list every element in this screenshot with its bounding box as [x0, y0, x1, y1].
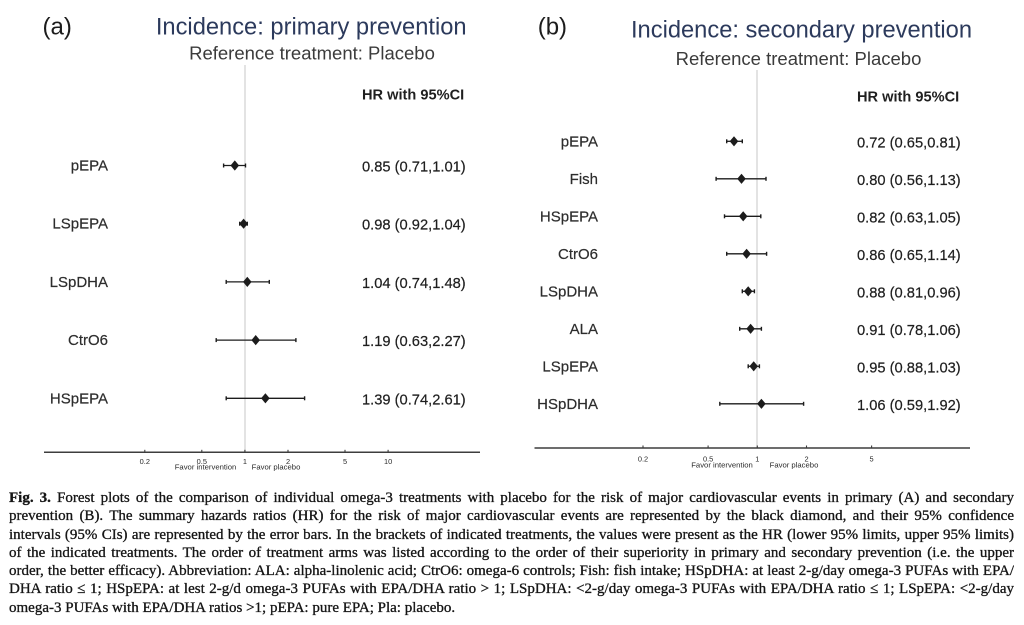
svg-text:0.98 (0.92,1.04): 0.98 (0.92,1.04) [362, 218, 466, 234]
svg-text:LSpDHA: LSpDHA [540, 283, 598, 300]
svg-text:CtrO6: CtrO6 [558, 246, 598, 263]
svg-text:0.91 (0.78,1.06): 0.91 (0.78,1.06) [857, 323, 961, 339]
svg-text:(a): (a) [43, 14, 72, 41]
svg-text:0.88 (0.81,0.96): 0.88 (0.81,0.96) [857, 285, 961, 301]
svg-text:10: 10 [384, 457, 392, 466]
svg-text:HR with 95%CI: HR with 95%CI [362, 87, 464, 103]
svg-text:0.80 (0.56,1.13): 0.80 (0.56,1.13) [857, 173, 961, 189]
svg-text:1: 1 [755, 455, 759, 464]
svg-text:0.86 (0.65,1.14): 0.86 (0.65,1.14) [857, 248, 961, 264]
svg-text:HSpEPA: HSpEPA [540, 208, 598, 225]
svg-text:LSpEPA: LSpEPA [542, 358, 598, 375]
svg-text:Reference treatment: Placebo: Reference treatment: Placebo [676, 48, 922, 69]
svg-text:HSpDHA: HSpDHA [537, 396, 598, 413]
svg-text:LSpDHA: LSpDHA [50, 274, 108, 291]
svg-text:0.95 (0.88,1.03): 0.95 (0.88,1.03) [857, 360, 961, 376]
svg-text:1.06 (0.59,1.92): 1.06 (0.59,1.92) [857, 398, 961, 414]
svg-text:0.72 (0.65,0.81): 0.72 (0.65,0.81) [857, 135, 961, 151]
svg-text:Favor placebo: Favor placebo [770, 460, 819, 469]
svg-text:Incidence: primary prevention: Incidence: primary prevention [156, 14, 467, 40]
svg-text:1.04 (0.74,1.48): 1.04 (0.74,1.48) [362, 276, 466, 292]
svg-text:0.85 (0.71,1.01): 0.85 (0.71,1.01) [362, 160, 466, 176]
svg-text:Favor placebo: Favor placebo [252, 463, 301, 472]
svg-text:ALA: ALA [570, 321, 598, 338]
svg-text:5: 5 [343, 457, 347, 466]
svg-text:0.2: 0.2 [638, 455, 648, 464]
svg-text:LSpEPA: LSpEPA [52, 216, 108, 233]
svg-text:Favor intervention: Favor intervention [175, 463, 237, 472]
svg-text:0.5: 0.5 [197, 457, 207, 466]
svg-text:Incidence: secondary preventio: Incidence: secondary prevention [631, 17, 972, 43]
svg-text:Favor intervention: Favor intervention [691, 460, 753, 469]
svg-text:pEPA: pEPA [561, 133, 598, 150]
svg-text:(b): (b) [538, 13, 567, 40]
svg-text:1.19 (0.63,2.27): 1.19 (0.63,2.27) [362, 334, 466, 350]
svg-text:2: 2 [804, 455, 808, 464]
svg-text:5: 5 [870, 455, 874, 464]
svg-text:1: 1 [243, 457, 247, 466]
svg-text:2: 2 [286, 457, 290, 466]
svg-text:CtrO6: CtrO6 [68, 332, 108, 349]
svg-text:pEPA: pEPA [71, 158, 108, 175]
svg-text:Fish: Fish [570, 171, 598, 188]
svg-text:0.82 (0.63,1.05): 0.82 (0.63,1.05) [857, 210, 961, 226]
svg-text:1.39 (0.74,2.61): 1.39 (0.74,2.61) [362, 392, 466, 408]
svg-text:0.5: 0.5 [703, 455, 713, 464]
svg-text:HSpEPA: HSpEPA [50, 390, 108, 407]
svg-text:Reference treatment: Placebo: Reference treatment: Placebo [189, 43, 435, 64]
svg-text:0.2: 0.2 [140, 457, 150, 466]
svg-text:HR with 95%CI: HR with 95%CI [857, 90, 959, 106]
